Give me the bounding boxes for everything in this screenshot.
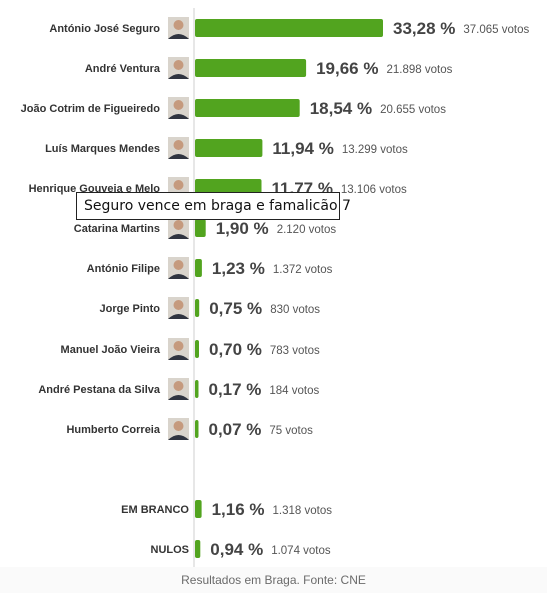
bar [195,500,202,518]
candidate-photo [168,338,189,360]
votes-label: 1.318 votos [273,505,333,517]
category-label: Jorge Pinto [99,303,160,315]
chart-row: Jorge Pinto 0,75 % 830 votos [99,297,320,319]
category-label: João Cotrim de Figueiredo [21,103,161,115]
category-label: Humberto Correia [66,424,160,436]
percent-label: 1,16 % [212,500,265,519]
chart-row: André Ventura 19,66 % 21.898 votos [85,57,453,79]
percent-label: 19,66 % [316,59,378,78]
bar [195,59,307,77]
candidate-photo [168,378,189,400]
votes-label: 184 votos [269,385,319,397]
percent-label: 33,28 % [393,19,455,38]
votes-label: 37.065 votos [463,24,529,36]
category-label: NULOS [151,544,190,556]
candidate-photo [168,217,189,239]
bar [195,259,202,277]
chart-row: Catarina Martins 1,90 % 2.120 votos [74,217,337,239]
votes-label: 13.106 votos [341,184,407,196]
chart-row: André Pestana da Silva 0,17 % 184 votos [38,378,320,400]
category-label: André Pestana da Silva [38,384,161,396]
percent-label: 1,23 % [212,259,265,278]
category-label: André Ventura [85,63,161,75]
percent-label: 0,17 % [209,380,262,399]
results-chart: António José Seguro 33,28 % 37.065 votosAn… [21,8,530,567]
category-label: Luís Marques Mendes [45,143,160,155]
category-label: EM BRANCO [121,504,189,516]
votes-label: 1.372 votos [273,264,333,276]
chart-row: EM BRANCO 1,16 % 1.318 votos [121,500,332,519]
candidate-photo [168,137,189,159]
bar [195,19,383,37]
votes-label: 20.655 votos [380,104,446,116]
bar [195,139,263,157]
chart-panel: António José Seguro 33,28 % 37.065 votos An… [20,8,530,567]
bar [195,299,200,317]
category-label: António José Seguro [49,23,160,35]
bar [195,219,206,237]
category-label: Manuel João Vieira [61,344,161,356]
candidate-photo [168,257,189,279]
candidate-photo [168,418,189,440]
votes-label: 783 votos [270,345,320,357]
votes-label: 830 votos [270,304,320,316]
percent-label: 1,90 % [216,219,269,238]
chart-row: NULOS 0,94 % 1.074 votos [151,540,331,559]
percent-label: 0,70 % [209,340,262,359]
percent-label: 0,07 % [209,420,262,439]
percent-label: 11,94 % [272,139,333,158]
chart-row: Humberto Correia 0,07 % 75 votos [66,418,313,440]
bar [195,420,199,438]
bar [195,99,300,117]
category-label: Catarina Martins [74,223,160,235]
votes-label: 1.074 votos [271,545,331,557]
chart-row: António Filipe 1,23 % 1.372 votos [87,257,333,279]
votes-label: 2.120 votos [277,224,337,236]
candidate-photo [168,57,189,79]
votes-label: 75 votos [269,425,313,437]
tooltip: Seguro vence em braga e famalicão 7 [76,192,351,220]
chart-row: António José Seguro 33,28 % 37.065 votos [49,17,530,39]
candidate-photo [168,97,189,119]
chart-row: Luís Marques Mendes 11,94 % 13.299 votos [45,137,408,159]
chart-row: Manuel João Vieira 0,70 % 783 votos [61,338,320,360]
votes-label: 21.898 votos [387,64,453,76]
percent-label: 18,54 % [310,99,372,118]
chart-caption: Resultados em Braga. Fonte: CNE [0,567,547,593]
percent-label: 0,94 % [210,540,263,559]
votes-label: 13.299 votos [342,144,408,156]
chart-row: João Cotrim de Figueiredo 18,54 % 20.655 v… [21,97,446,119]
bar [195,540,201,558]
percent-label: 0,75 % [209,299,262,318]
bar [195,340,199,358]
category-label: António Filipe [87,263,160,275]
candidate-photo [168,297,189,319]
bar [195,380,199,398]
candidate-photo [168,17,189,39]
